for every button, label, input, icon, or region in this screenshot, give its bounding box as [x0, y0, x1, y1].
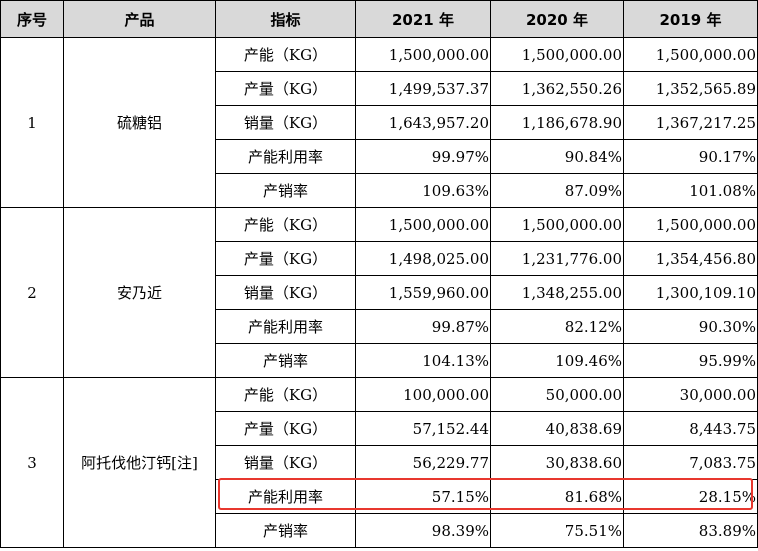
- cell-2021: 1,498,025.00: [355, 241, 491, 276]
- cell-2019: 1,367,217.25: [623, 105, 758, 140]
- header-metric: 指标: [215, 0, 356, 38]
- row-product: 安乃近: [63, 207, 216, 378]
- cell-2019: 83.89%: [623, 513, 758, 548]
- cell-2019: 28.15%: [623, 479, 758, 514]
- cell-2019: 8,443.75: [623, 411, 758, 446]
- cell-2021: 99.87%: [355, 309, 491, 344]
- cell-2020: 90.84%: [490, 139, 624, 174]
- cell-2021: 104.13%: [355, 343, 491, 378]
- row-metric: 产能（KG）: [215, 207, 356, 242]
- cell-2021: 57.15%: [355, 479, 491, 514]
- cell-2020: 1,500,000.00: [490, 37, 624, 72]
- cell-2020: 1,362,550.26: [490, 71, 624, 106]
- row-metric: 产能利用率: [215, 309, 356, 344]
- cell-2020: 109.46%: [490, 343, 624, 378]
- cell-2021: 1,500,000.00: [355, 207, 491, 242]
- header-2020: 2020 年: [490, 0, 624, 38]
- cell-2021: 109.63%: [355, 173, 491, 208]
- table-row: 3 阿托伐他汀钙[注] 产能（KG） 100,000.00 50,000.00 …: [0, 377, 758, 548]
- row-metric: 销量（KG）: [215, 275, 356, 310]
- row-metric: 产能利用率: [215, 479, 356, 514]
- cell-2019: 1,352,565.89: [623, 71, 758, 106]
- cell-2020: 81.68%: [490, 479, 624, 514]
- cell-2020: 1,231,776.00: [490, 241, 624, 276]
- cell-2019: 1,300,109.10: [623, 275, 758, 310]
- cell-2019: 1,354,456.80: [623, 241, 758, 276]
- cell-2021: 100,000.00: [355, 377, 491, 412]
- row-metric: 产量（KG）: [215, 411, 356, 446]
- cell-2020: 50,000.00: [490, 377, 624, 412]
- row-metric: 产销率: [215, 173, 356, 208]
- cell-2019: 1,500,000.00: [623, 37, 758, 72]
- table-row: 产能利用率 99.87% 82.12% 90.30%: [1, 309, 758, 344]
- row-seq: 2: [0, 207, 64, 378]
- cell-2020: 1,348,255.00: [490, 275, 624, 310]
- cell-2020: 87.09%: [490, 173, 624, 208]
- header-2019: 2019 年: [623, 0, 758, 38]
- cell-2019: 7,083.75: [623, 445, 758, 480]
- row-metric: 产量（KG）: [215, 71, 356, 106]
- cell-2020: 1,186,678.90: [490, 105, 624, 140]
- cell-2020: 40,838.69: [490, 411, 624, 446]
- row-metric: 销量（KG）: [215, 105, 356, 140]
- table-row: 销量（KG） 1,643,957.20 1,186,678.90 1,367,2…: [1, 105, 758, 140]
- header-product: 产品: [63, 0, 216, 38]
- header-2021: 2021 年: [355, 0, 491, 38]
- table-row: 产销率 98.39% 75.51% 83.89%: [1, 513, 758, 548]
- table-header-row: 序号 产品 指标 2021 年 2020 年 2019 年: [0, 0, 758, 38]
- cell-2021: 1,500,000.00: [355, 37, 491, 72]
- row-metric: 产能（KG）: [215, 377, 356, 412]
- cell-2019: 90.17%: [623, 139, 758, 174]
- row-metric: 产能（KG）: [215, 37, 356, 72]
- table-row: 产能利用率 99.97% 90.84% 90.17%: [1, 139, 758, 174]
- cell-2021: 99.97%: [355, 139, 491, 174]
- cell-2021: 56,229.77: [355, 445, 491, 480]
- row-seq: 1: [0, 37, 64, 208]
- cell-2019: 95.99%: [623, 343, 758, 378]
- row-seq: 3: [0, 377, 64, 548]
- cell-2019: 30,000.00: [623, 377, 758, 412]
- table-row: 1 硫糖铝 产能（KG） 1,500,000.00 1,500,000.00 1…: [0, 37, 758, 208]
- table-row: 产销率 109.63% 87.09% 101.08%: [1, 173, 758, 208]
- table-row: 产量（KG） 1,498,025.00 1,231,776.00 1,354,4…: [1, 241, 758, 276]
- table-row: 产量（KG） 1,499,537.37 1,362,550.26 1,352,5…: [1, 71, 758, 106]
- cell-2021: 1,643,957.20: [355, 105, 491, 140]
- cell-2019: 90.30%: [623, 309, 758, 344]
- header-seq: 序号: [0, 0, 64, 38]
- cell-2020: 30,838.60: [490, 445, 624, 480]
- row-metric: 产能利用率: [215, 139, 356, 174]
- row-metric: 销量（KG）: [215, 445, 356, 480]
- cell-2020: 1,500,000.00: [490, 207, 624, 242]
- cell-2021: 98.39%: [355, 513, 491, 548]
- cell-2020: 82.12%: [490, 309, 624, 344]
- row-metric: 产销率: [215, 343, 356, 378]
- cell-2021: 57,152.44: [355, 411, 491, 446]
- table-row: 产销率 104.13% 109.46% 95.99%: [1, 343, 758, 378]
- row-metric: 产销率: [215, 513, 356, 548]
- cell-2021: 1,559,960.00: [355, 275, 491, 310]
- row-product: 阿托伐他汀钙[注]: [63, 377, 216, 548]
- cell-2020: 75.51%: [490, 513, 624, 548]
- row-metric: 产量（KG）: [215, 241, 356, 276]
- cell-2021: 1,499,537.37: [355, 71, 491, 106]
- cell-2019: 101.08%: [623, 173, 758, 208]
- table-row: 销量（KG） 1,559,960.00 1,348,255.00 1,300,1…: [1, 275, 758, 310]
- cell-2019: 1,500,000.00: [623, 207, 758, 242]
- row-product: 硫糖铝: [63, 37, 216, 208]
- table-row: 2 安乃近 产能（KG） 1,500,000.00 1,500,000.00 1…: [0, 207, 758, 378]
